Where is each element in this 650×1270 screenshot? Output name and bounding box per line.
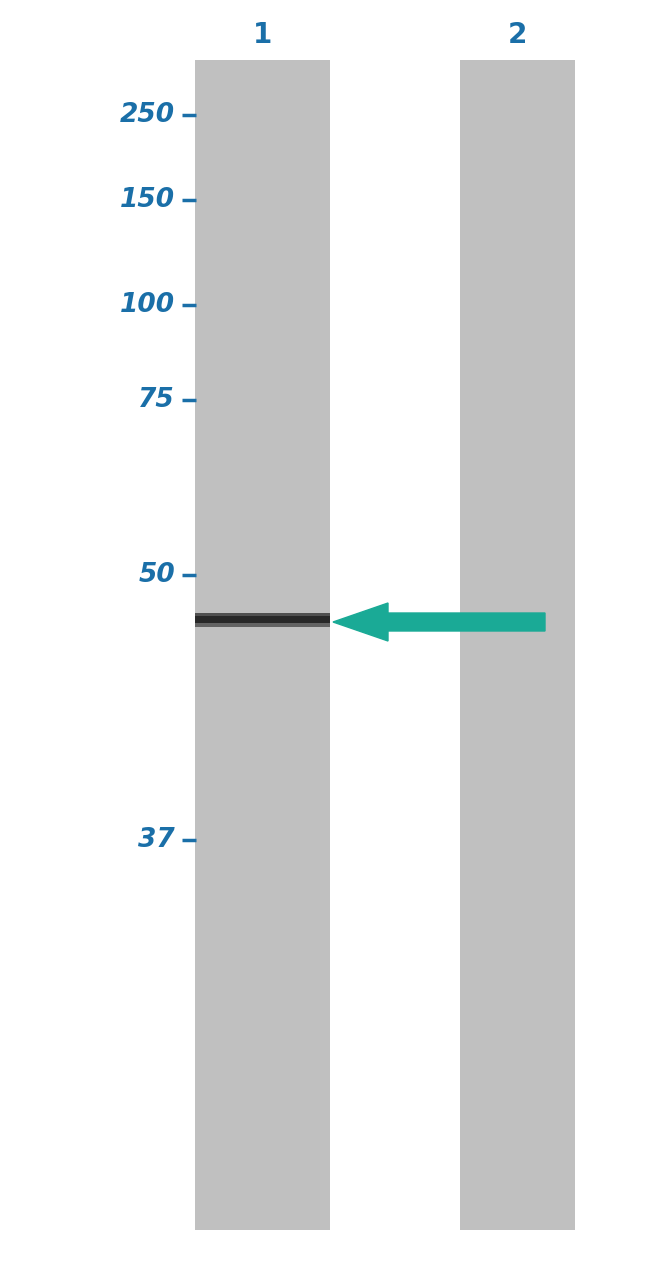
Bar: [195, 616, 330, 622]
Bar: [460, 60, 575, 1231]
Bar: [195, 60, 330, 1231]
Text: 37: 37: [138, 827, 175, 853]
Text: 250: 250: [120, 102, 175, 128]
Bar: [195, 622, 330, 627]
Text: 1: 1: [252, 22, 272, 50]
Bar: [195, 613, 330, 618]
Text: 2: 2: [507, 22, 526, 50]
Text: 100: 100: [120, 292, 175, 318]
FancyArrow shape: [333, 603, 545, 641]
Text: 150: 150: [120, 187, 175, 213]
Text: 50: 50: [138, 563, 175, 588]
Text: 75: 75: [138, 387, 175, 413]
